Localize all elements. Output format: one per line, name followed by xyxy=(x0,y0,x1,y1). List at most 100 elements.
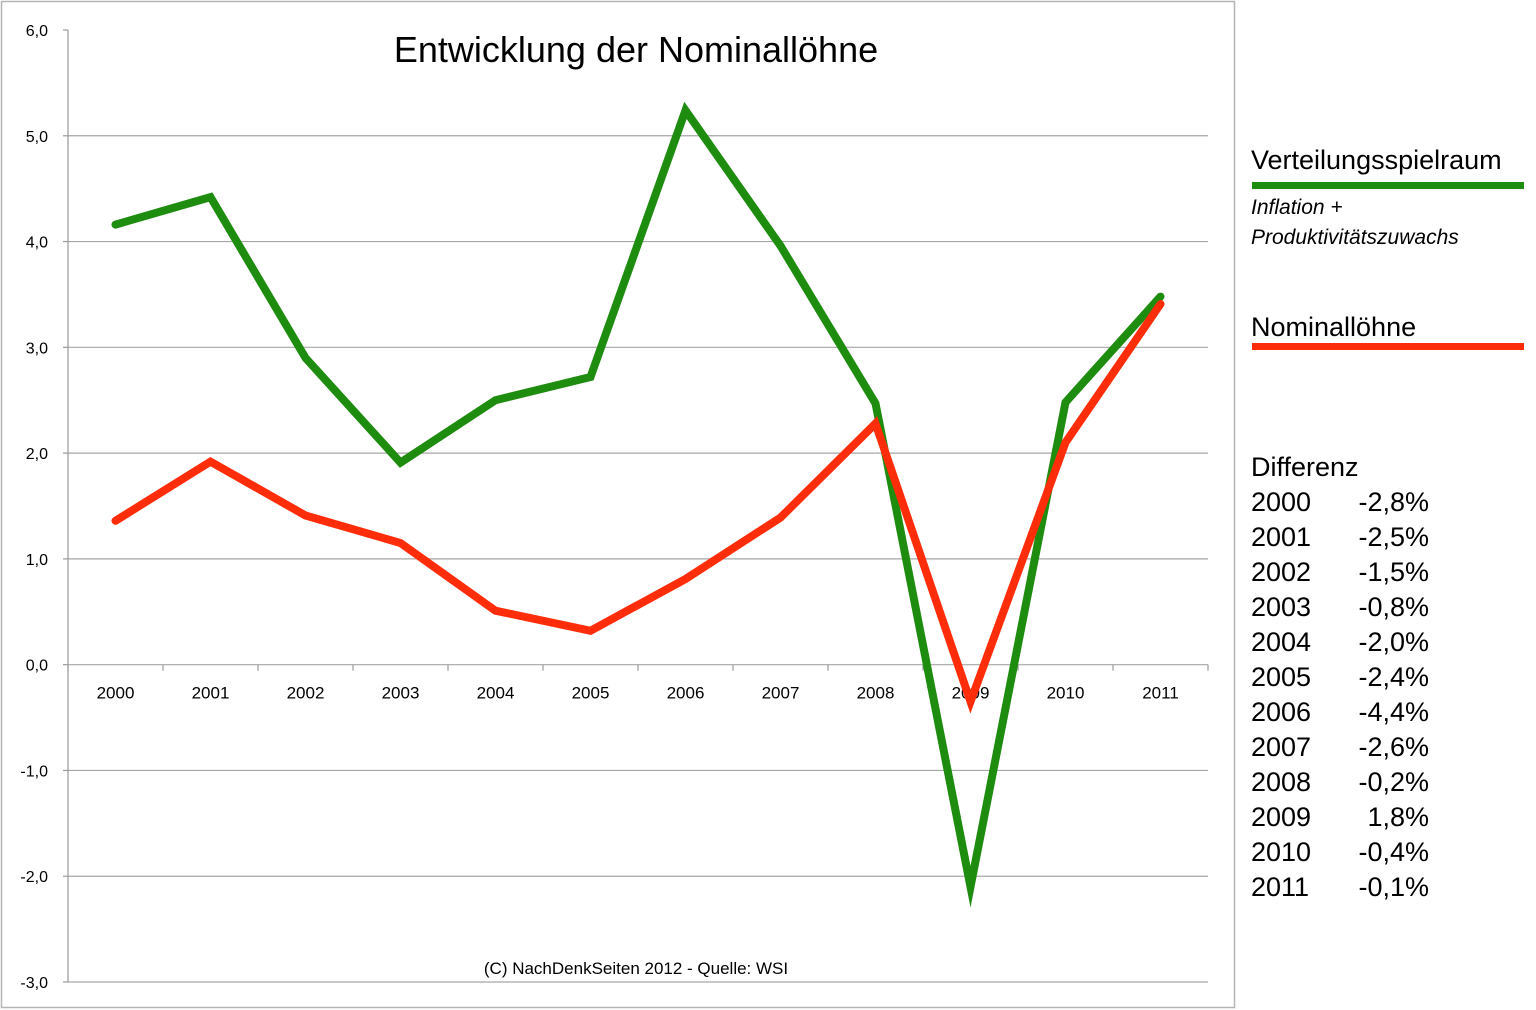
difference-year: 2009 xyxy=(1251,802,1312,832)
legend-description-line-2: Produktivitätszuwachs xyxy=(1251,226,1459,249)
data-point xyxy=(210,461,211,463)
x-tick-label: 2010 xyxy=(1047,684,1085,703)
data-point xyxy=(400,542,401,544)
legend-description: Inflation + Produktivitätszuwachs xyxy=(1251,193,1459,253)
data-point xyxy=(305,515,306,517)
difference-value: -0,8% xyxy=(1358,592,1429,622)
difference-value: -1,5% xyxy=(1358,557,1429,587)
difference-row: 2004 -2,0% xyxy=(1251,627,1451,662)
difference-year: 2011 xyxy=(1251,872,1310,902)
difference-year: 2002 xyxy=(1251,557,1312,587)
data-point xyxy=(970,701,971,703)
difference-row: 2011 -0,1% xyxy=(1251,872,1451,907)
difference-year: 2000 xyxy=(1251,487,1312,517)
difference-value: -2,5% xyxy=(1358,522,1429,552)
data-point xyxy=(970,886,971,888)
x-tick-label: 2001 xyxy=(192,684,230,703)
y-tick-label: -2,0 xyxy=(20,869,48,886)
difference-row: 2000 -2,8% xyxy=(1251,487,1451,522)
difference-year: 2007 xyxy=(1251,732,1312,762)
x-tick-label: 2005 xyxy=(572,684,610,703)
data-point xyxy=(590,630,591,632)
difference-value: 1,8% xyxy=(1367,802,1429,832)
difference-row: 2008 -0,2% xyxy=(1251,767,1451,802)
difference-value: -0,2% xyxy=(1358,767,1429,797)
difference-year: 2003 xyxy=(1251,592,1312,622)
data-point xyxy=(1160,303,1161,305)
x-tick-label: 2003 xyxy=(382,684,420,703)
difference-year: 2010 xyxy=(1251,837,1312,867)
data-point xyxy=(780,245,781,247)
data-point xyxy=(875,402,876,404)
y-tick-label: 1,0 xyxy=(26,552,48,569)
y-tick-label: 4,0 xyxy=(26,235,48,252)
y-tick-label: 2,0 xyxy=(26,446,48,463)
legend-swatch-nominalloehne xyxy=(1252,343,1524,350)
series-line-verteilungsspielraum xyxy=(111,101,1165,908)
x-tick-label: 2007 xyxy=(762,684,800,703)
y-tick-label: -1,0 xyxy=(20,763,48,780)
x-axis-tick-labels: 2000 2001 2002 2003 2004 2005 2006 2007 2008 2009… xyxy=(97,684,1179,703)
x-tick-label: 2002 xyxy=(287,684,325,703)
difference-row: 2002 -1,5% xyxy=(1251,557,1451,592)
legend-swatch-verteilungsspielraum xyxy=(1252,182,1524,189)
x-tick-label: 2008 xyxy=(857,684,895,703)
difference-row: 2007 -2,6% xyxy=(1251,732,1451,767)
series-lines xyxy=(111,101,1165,908)
difference-row: 2003 -0,8% xyxy=(1251,592,1451,627)
data-point xyxy=(780,517,781,519)
data-point xyxy=(115,224,116,226)
difference-row: 2006 -4,4% xyxy=(1251,697,1451,732)
difference-row: 2009 1,8% xyxy=(1251,802,1451,837)
data-point xyxy=(685,578,686,580)
y-tick-label: -3,0 xyxy=(20,975,48,992)
chart-title: Entwicklung der Nominallöhne xyxy=(394,29,878,70)
difference-year: 2006 xyxy=(1251,697,1312,727)
data-point xyxy=(1065,442,1066,444)
legend-description-line-1: Inflation + xyxy=(1251,196,1343,219)
difference-value: -2,0% xyxy=(1358,627,1429,657)
data-point xyxy=(1160,296,1161,298)
axes xyxy=(63,29,1209,983)
difference-value: -4,4% xyxy=(1358,697,1429,727)
difference-value: -2,8% xyxy=(1358,487,1429,517)
y-tick-label: 0,0 xyxy=(26,658,48,675)
data-point xyxy=(400,462,401,464)
x-tick-label: 2011 xyxy=(1142,684,1179,703)
x-tick-label: 2000 xyxy=(97,684,135,703)
difference-value: -0,4% xyxy=(1358,837,1429,867)
data-point xyxy=(590,376,591,378)
series-line-nominalloehne xyxy=(111,300,1165,714)
legend-label-verteilungsspielraum: Verteilungsspielraum xyxy=(1251,145,1502,175)
difference-value: -0,1% xyxy=(1358,872,1429,902)
data-point xyxy=(495,610,496,612)
data-point xyxy=(495,399,496,401)
difference-title: Differenz xyxy=(1251,452,1359,482)
source-note: (C) NachDenkSeiten 2012 - Quelle: WSI xyxy=(484,959,788,978)
x-tick-label: 2004 xyxy=(477,684,515,703)
gridlines xyxy=(68,135,1208,983)
chart-frame xyxy=(0,0,1236,1009)
y-tick-label: 5,0 xyxy=(26,129,48,146)
data-point xyxy=(210,196,211,198)
difference-row: 2005 -2,4% xyxy=(1251,662,1451,697)
data-point xyxy=(685,109,686,111)
difference-value: -2,4% xyxy=(1358,662,1429,692)
difference-year: 2001 xyxy=(1251,522,1312,552)
difference-year: 2004 xyxy=(1251,627,1312,657)
difference-row: 2010 -0,4% xyxy=(1251,837,1451,872)
data-point xyxy=(875,422,876,424)
y-axis-tick-labels: 6,0 5,0 4,0 3,0 2,0 1,0 0,0 -1,0 -2,0 -3,0 xyxy=(20,23,48,992)
difference-year: 2005 xyxy=(1251,662,1312,692)
difference-row: 2001 -2,5% xyxy=(1251,522,1451,557)
y-tick-label: 3,0 xyxy=(26,340,48,357)
data-point xyxy=(305,357,306,359)
data-point xyxy=(1065,401,1066,403)
data-point xyxy=(115,520,116,522)
legend-label-nominalloehne: Nominallöhne xyxy=(1251,312,1417,342)
difference-value: -2,6% xyxy=(1358,732,1429,762)
x-tick-label: 2006 xyxy=(667,684,705,703)
y-tick-label: 6,0 xyxy=(26,23,48,40)
difference-year: 2008 xyxy=(1251,767,1312,797)
